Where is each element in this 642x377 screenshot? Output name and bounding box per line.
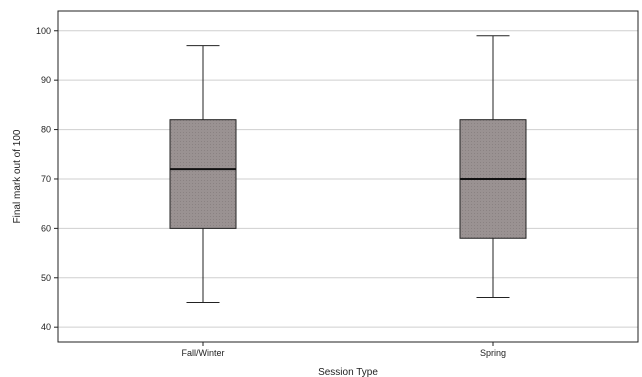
y-axis-ticks: 40 50 60 70 80 90 100 bbox=[36, 26, 58, 332]
y-tick-label-70: 70 bbox=[41, 174, 51, 184]
x-axis-ticks: Fall/Winter Spring bbox=[181, 342, 506, 358]
gridlines bbox=[58, 30, 638, 328]
plot-frame bbox=[57, 10, 639, 343]
x-tick-label-fall-winter: Fall/Winter bbox=[181, 348, 224, 358]
y-tick-label-40: 40 bbox=[41, 322, 51, 332]
y-tick-label-90: 90 bbox=[41, 75, 51, 85]
y-tick-label-80: 80 bbox=[41, 125, 51, 135]
box-fall-winter bbox=[169, 45, 237, 303]
iqr-box-fall-winter bbox=[169, 119, 237, 229]
box-spring bbox=[459, 35, 527, 299]
y-axis-label: Final mark out of 100 bbox=[12, 129, 23, 223]
y-tick-label-50: 50 bbox=[41, 273, 51, 283]
x-axis-label: Session Type bbox=[318, 367, 378, 377]
boxes bbox=[169, 35, 527, 303]
y-tick-label-100: 100 bbox=[36, 26, 51, 36]
x-tick-label-spring: Spring bbox=[480, 348, 506, 358]
y-tick-label-60: 60 bbox=[41, 223, 51, 233]
